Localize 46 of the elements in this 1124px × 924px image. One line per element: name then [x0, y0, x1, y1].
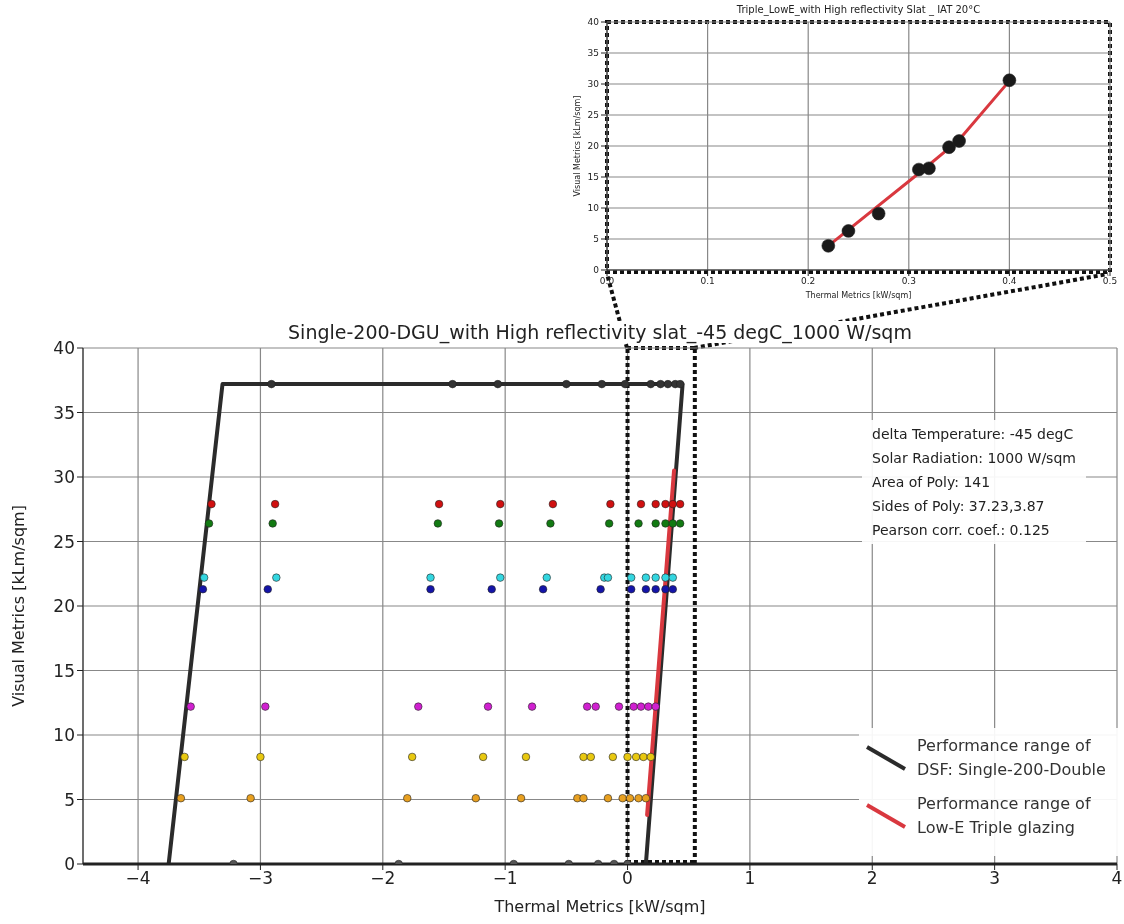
x-tick-label: 0 [622, 868, 633, 889]
y-axis-title: Visual Metrics [kLm/sqm] [572, 95, 582, 197]
x-tick-label: −4 [125, 868, 151, 889]
x-axis-title: Thermal Metrics [kW/sqm] [804, 291, 912, 300]
annotation: Pearson corr. coef.: 0.125 [872, 521, 1051, 540]
x-tick-label: 0.0 [599, 276, 615, 287]
y-tick-label: 35 [53, 402, 75, 423]
annotation: Sides of Poly: 37.23,3.87 [872, 497, 1046, 516]
y-tick-label: 40 [53, 338, 75, 359]
x-tick-label: 0.2 [801, 276, 816, 287]
annotation: delta Temperature: -45 degC [872, 425, 1075, 444]
y-tick-label: 30 [53, 467, 75, 488]
y-tick-label: 0 [593, 265, 600, 276]
y-tick-label: 0 [64, 854, 75, 875]
annotation: Area of Poly: 141 [872, 473, 992, 492]
y-tick-label: 25 [53, 531, 75, 552]
x-tick-label: 2 [866, 868, 878, 889]
x-tick-label: 0.1 [700, 276, 715, 287]
y-tick-label: 25 [587, 110, 599, 121]
chart-title: Triple_LowE_with High reflectivity Slat _ IAT 20°C [736, 4, 981, 15]
annotation: Solar Radiation: 1000 W/sqm [872, 449, 1076, 468]
y-tick-label: 20 [53, 596, 75, 617]
x-tick-label: −3 [247, 868, 273, 889]
y-tick-label: 15 [53, 660, 75, 681]
y-tick-label: 20 [587, 141, 600, 152]
x-tick-label: 1 [744, 868, 756, 889]
chart-title: Single-200-DGU_with High reflectivity slat_-45 degC_1000 W/sqm [288, 321, 912, 343]
legend-label: Performance range of DSF: Single-200-Double [917, 735, 1107, 781]
y-tick-label: 5 [64, 789, 75, 810]
y-tick-label: 5 [593, 234, 599, 245]
x-tick-label: 0.4 [1002, 276, 1017, 287]
x-tick-label: 3 [989, 868, 1001, 889]
y-tick-label: 30 [587, 79, 600, 90]
y-tick-label: 35 [587, 48, 599, 59]
x-axis-title: Thermal Metrics [kW/sqm] [493, 897, 706, 916]
x-tick-label: 0.5 [1102, 276, 1118, 287]
y-axis-title: Visual Metrics [kLm/sqm] [8, 505, 28, 707]
y-tick-label: 10 [53, 725, 75, 746]
legend-label: Performance range of Low-E Triple glazing [917, 793, 1092, 839]
x-tick-label: −1 [492, 868, 518, 889]
x-tick-label: 0.3 [901, 276, 916, 287]
x-tick-label: −2 [370, 868, 396, 889]
x-tick-label: 4 [1111, 868, 1123, 889]
y-tick-label: 10 [587, 203, 600, 214]
y-tick-label: 15 [587, 172, 599, 183]
y-tick-label: 40 [587, 17, 600, 28]
